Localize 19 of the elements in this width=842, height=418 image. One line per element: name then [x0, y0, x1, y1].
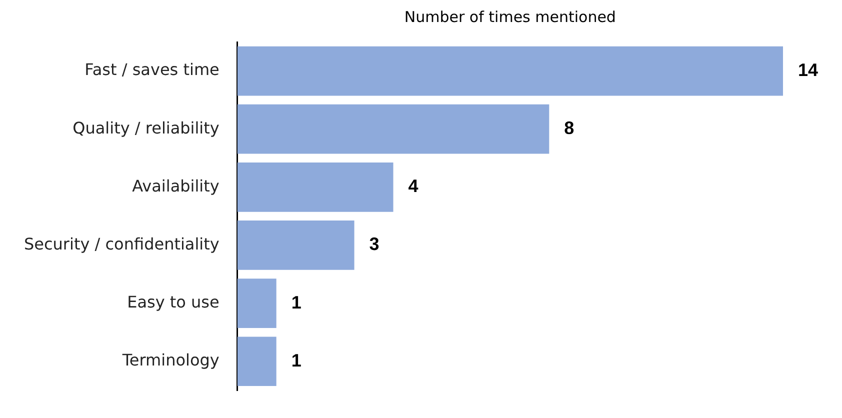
- y-tick-label: Easy to use: [127, 292, 220, 312]
- y-tick-label: Availability: [132, 176, 220, 196]
- bar: [237, 336, 276, 386]
- bar: [237, 104, 550, 154]
- data-label: 3: [369, 234, 380, 254]
- data-label: 1: [291, 350, 302, 370]
- data-label: 1: [291, 292, 302, 312]
- bar: [237, 220, 354, 270]
- y-tick-label: Quality / reliability: [72, 118, 220, 138]
- chart-title: Number of times mentioned: [404, 8, 616, 26]
- bar: [237, 46, 783, 96]
- y-tick-label: Fast / saves time: [84, 60, 220, 80]
- data-label: 8: [564, 118, 574, 138]
- bar: [237, 162, 394, 212]
- data-label: 14: [798, 60, 818, 80]
- y-tick-label: Security / confidentiality: [24, 234, 220, 254]
- y-tick-label: Terminology: [121, 350, 220, 370]
- data-label: 4: [408, 176, 418, 196]
- bar: [237, 278, 276, 328]
